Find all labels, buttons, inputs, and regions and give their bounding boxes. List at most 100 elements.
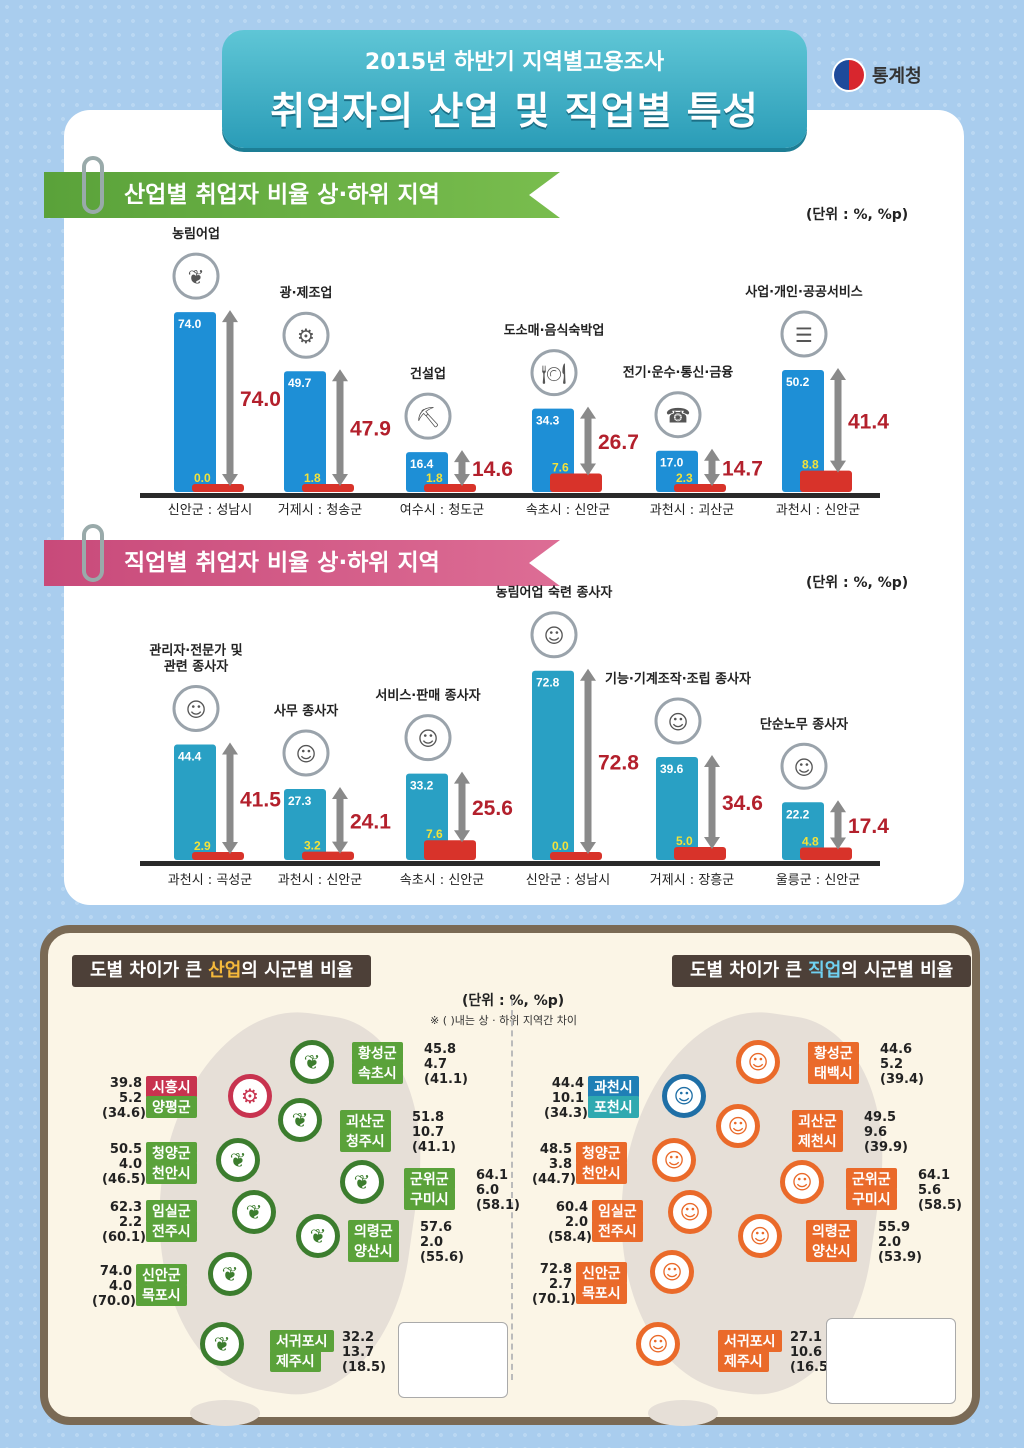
- bar-high-label: 16.4: [410, 457, 434, 471]
- value-diff: (53.9): [878, 1250, 922, 1265]
- bar-charts: 74.0 0.0 74.0 신안군 : 성남시 ❦ 농림어업 49.7 1.8 47.9 거제시 …: [140, 226, 889, 888]
- industry-values: 62.3 2.2 (60.1): [102, 1200, 146, 1245]
- section2-unit: (단위 : %, %p): [806, 575, 909, 591]
- bar-high: [406, 773, 448, 860]
- bar-high-label: 17.0: [660, 456, 684, 470]
- page-title: 취업자의 산업 및 직업별 특성: [270, 89, 759, 133]
- category-name: 관리자·전문가 및: [149, 643, 242, 659]
- wheat-icon-glyph: ❦: [188, 265, 205, 289]
- diff-arrow-head: [454, 474, 470, 486]
- industry-values: 50.5 4.0 (46.5): [102, 1142, 146, 1187]
- occupation-legend: [826, 1318, 956, 1404]
- wheat-icon: ❦: [200, 1322, 244, 1366]
- industry-high-label: 괴산군: [340, 1110, 391, 1132]
- bar-high-label: 72.8: [536, 676, 560, 690]
- occupation-high-label: 과천시: [588, 1076, 639, 1098]
- value-diff: (44.7): [532, 1172, 576, 1187]
- value-diff: (39.4): [880, 1072, 924, 1087]
- category-name: 농림어업: [172, 226, 220, 242]
- bar-low-label: 3.2: [304, 839, 321, 853]
- diff-arrow-head: [332, 787, 348, 800]
- diff-arrow-head: [332, 841, 348, 854]
- value-low: 13.7: [342, 1345, 375, 1360]
- value-diff: (16.5): [790, 1360, 834, 1375]
- bar-high-label: 33.2: [410, 779, 434, 793]
- occupation-map-title-highlight: 직업: [808, 960, 842, 981]
- wheat-icon: [172, 252, 220, 300]
- occupation-high-label: 청양군: [576, 1142, 627, 1164]
- region-label: 과천시 : 괴산군: [650, 503, 734, 518]
- value-high: 64.1: [918, 1168, 951, 1183]
- diff-arrow-head: [580, 668, 596, 681]
- value-high: 44.6: [880, 1042, 913, 1057]
- region-label: 과천시 : 신안군: [278, 873, 362, 888]
- value-high: 74.0: [99, 1264, 132, 1279]
- value-low: 2.0: [564, 1215, 588, 1230]
- x-axis-line: [140, 493, 880, 498]
- occupation-map-title-pre: 도별 차이가 큰: [690, 960, 809, 981]
- industry-map-title-highlight: 산업: [208, 960, 242, 981]
- value-diff: (58.5): [918, 1198, 962, 1213]
- bar-high: [656, 450, 698, 492]
- wheat-icon: ❦: [340, 1160, 384, 1204]
- diff-arrow-head: [222, 310, 238, 323]
- industry-high-label: 황성군: [352, 1042, 403, 1064]
- industry-high-label: 시흥시: [146, 1076, 197, 1098]
- bar-low: [192, 484, 244, 492]
- bar-low-label: 0.0: [552, 839, 569, 853]
- bar-low: [424, 484, 476, 492]
- jeju-island-industry: [190, 1400, 260, 1426]
- farmer-icon: ☺: [636, 1322, 680, 1366]
- diff-arrow-head: [580, 463, 596, 476]
- diff-arrow-head: [830, 837, 846, 850]
- region-label: 여수시 : 청도군: [400, 503, 484, 518]
- phone-icon-glyph: ☎: [666, 404, 691, 428]
- bar-high-label: 27.3: [288, 794, 312, 808]
- value-high: 64.1: [476, 1168, 509, 1183]
- industry-high-label: 청양군: [146, 1142, 197, 1164]
- bar-low: [192, 852, 244, 860]
- industry-values: 64.1 6.0 (58.1): [476, 1168, 520, 1213]
- diff-value: 41.4: [848, 410, 889, 433]
- diff-arrow-head: [222, 474, 238, 486]
- occupation-values: 48.5 3.8 (44.7): [532, 1142, 576, 1187]
- occupation-high-label: 서귀포시: [718, 1330, 782, 1352]
- dish-icon: [530, 349, 578, 397]
- diff-arrow-head: [704, 448, 720, 461]
- bar-low: [424, 840, 476, 860]
- diff-arrow-head: [332, 369, 348, 382]
- dish-icon-glyph: 🍽: [541, 362, 566, 386]
- occupation-map-title: 도별 차이가 큰 직업의 시군별 비율: [672, 955, 972, 987]
- manager-icon: [172, 685, 220, 733]
- occupation-high-label: 임실군: [592, 1200, 643, 1222]
- diff-value: 14.6: [472, 458, 513, 481]
- paperclip-icon: [82, 156, 104, 214]
- diff-arrow-head: [830, 460, 846, 473]
- industry-values: 57.6 2.0 (55.6): [420, 1220, 464, 1265]
- category-name: 건설업: [410, 366, 446, 382]
- diff-arrow-head: [830, 368, 846, 381]
- value-high: 57.6: [420, 1220, 453, 1235]
- bar-high: [284, 789, 326, 860]
- farmer-icon: [530, 611, 578, 659]
- diff-value: 41.5: [240, 788, 281, 811]
- wheat-icon: ❦: [290, 1040, 334, 1084]
- bar-high: [782, 370, 824, 492]
- value-low: 2.0: [420, 1235, 444, 1250]
- bar-high: [532, 408, 574, 492]
- diff-value: 47.9: [350, 418, 391, 441]
- bar-high: [284, 371, 326, 492]
- industry-values: 39.8 5.2 (34.6): [102, 1076, 146, 1121]
- worker-icon: [654, 697, 702, 745]
- occupation-low-label: 천안시: [576, 1162, 627, 1184]
- value-low: 3.8: [548, 1157, 572, 1172]
- category-name: 도소매·음식숙박업: [504, 323, 605, 339]
- industry-high-label: 의령군: [348, 1220, 399, 1242]
- diff-value: 74.0: [240, 388, 281, 411]
- value-diff: (34.6): [102, 1106, 146, 1121]
- maps-unit: (단위 : %, %p): [462, 993, 565, 1009]
- occupation-high-label: 괴산군: [792, 1110, 843, 1132]
- farmer-icon-glyph: ☺: [544, 624, 565, 648]
- occupation-low-label: 포천시: [588, 1096, 639, 1118]
- industry-values: 51.8 10.7 (41.1): [412, 1110, 456, 1155]
